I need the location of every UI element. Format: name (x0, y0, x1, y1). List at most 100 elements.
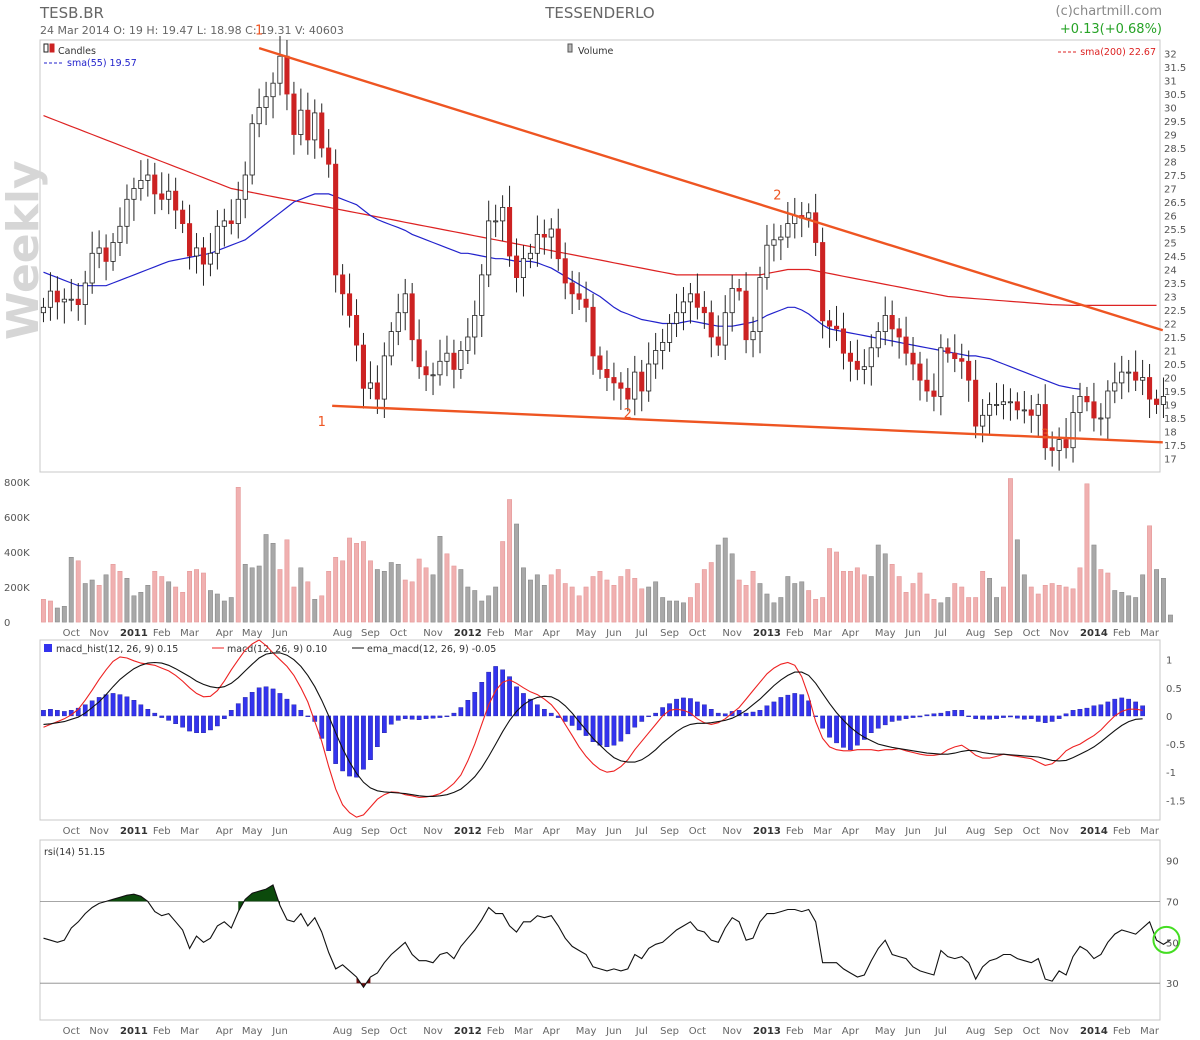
candle-body (680, 301, 686, 314)
x-tick-label: Jul (934, 628, 947, 639)
candle-body (569, 282, 575, 295)
candle-body (1056, 439, 1062, 451)
candle (541, 219, 547, 255)
x-tick-label: Jun (904, 1026, 921, 1037)
macd-hist-legend-swatch (44, 644, 52, 652)
candle-body (333, 163, 339, 276)
macd-hist-bar (542, 709, 547, 717)
macd-hist-bar (792, 693, 798, 717)
volume-bar (360, 541, 366, 623)
candle-body (242, 174, 248, 200)
candle-body (534, 233, 540, 254)
macd-panel: macd_hist(12, 26, 9) 0.15 macd(12, 26, 9)… (39, 639, 1186, 837)
candle-body (1154, 398, 1160, 405)
macd-hist-bar (1042, 715, 1048, 723)
volume-bar (590, 576, 596, 623)
candle-body (388, 331, 394, 357)
x-tick-label: Mar (1140, 1026, 1160, 1037)
volume-bar (187, 570, 192, 623)
candle (555, 208, 561, 271)
x-tick-label: May (242, 628, 263, 639)
macd-hist-bar (514, 686, 519, 717)
candle-body (367, 382, 373, 389)
macd-hist-bar (1119, 697, 1125, 717)
candle (103, 234, 109, 281)
candle (75, 283, 81, 321)
volume-bar (89, 579, 95, 623)
candle-body (423, 366, 429, 376)
volume-bar (256, 565, 262, 623)
rsi-tick-label: 30 (1166, 979, 1179, 990)
candle (896, 318, 902, 359)
x-tick-label: May (242, 1026, 263, 1037)
candle-body (938, 347, 944, 397)
candle-body (1126, 371, 1132, 374)
macd-hist-bar (326, 715, 332, 752)
macd-hist-bar (548, 712, 554, 717)
macd-hist-bar (1140, 705, 1146, 717)
candle (674, 293, 680, 337)
candle-body (131, 188, 137, 200)
volume-bar (451, 565, 457, 623)
x-tick-label: Feb (1113, 826, 1131, 837)
candle (180, 200, 186, 234)
x-tick-label: Apr (543, 628, 561, 639)
brand-label: (c)chartmill.com (1055, 4, 1162, 19)
candle-body (409, 293, 415, 341)
macd-hist-bar (827, 715, 832, 738)
volume-bar (305, 581, 311, 623)
volume-bar (437, 535, 443, 623)
candle-body (896, 328, 902, 338)
candle (346, 273, 353, 328)
x-tick-label: Mar (180, 628, 200, 639)
volume-bar (994, 597, 1000, 623)
candle (618, 372, 624, 410)
candle (987, 392, 993, 436)
volume-bar (75, 560, 81, 623)
macd-hist-bar (263, 686, 269, 717)
x-tick-label: Apr (842, 1026, 860, 1037)
x-tick-label: Mar (1140, 628, 1160, 639)
x-tick-label: Feb (1113, 628, 1131, 639)
x-tick-label: 2014 (1080, 628, 1108, 639)
x-tick-label: May (576, 628, 597, 639)
candle (68, 278, 74, 312)
macd-hist-bar (848, 715, 853, 750)
candle-body (1112, 382, 1118, 392)
x-tick-label: Feb (786, 628, 804, 639)
x-tick-label: Mar (1140, 826, 1160, 837)
volume-bar (131, 595, 137, 623)
price-tick-label: 28.5 (1164, 144, 1186, 155)
volume-bar (952, 583, 958, 623)
volume-bar (959, 586, 965, 623)
candle-body (639, 371, 645, 392)
candle (1014, 392, 1020, 420)
rsi-line (43, 884, 1171, 989)
x-tick-label: Feb (487, 1026, 505, 1037)
volume-bar (625, 569, 631, 623)
macd-hist-bar (1105, 701, 1111, 717)
volume-bar (374, 569, 380, 623)
candle (792, 197, 798, 239)
candle (1035, 393, 1041, 437)
candle-body (875, 331, 881, 349)
candle (653, 332, 659, 379)
x-tick-label: Mar (514, 628, 534, 639)
candle (451, 339, 457, 389)
candle (1119, 355, 1125, 400)
macd-hist-bar (221, 715, 227, 719)
x-tick-label: Oct (689, 628, 706, 639)
price-tick-label: 20 (1164, 374, 1177, 385)
macd-hist-bar (604, 715, 610, 748)
volume-bar (110, 563, 116, 623)
macd-hist-bar (103, 694, 109, 717)
candle (235, 181, 241, 239)
volume-bar (1063, 586, 1069, 623)
wave-label: 3 (1041, 427, 1049, 442)
candle-body (660, 341, 666, 351)
volume-bar (527, 579, 533, 623)
macd-hist-bar (131, 700, 137, 717)
candle-body (701, 306, 707, 314)
x-tick-label: Jun (904, 628, 921, 639)
